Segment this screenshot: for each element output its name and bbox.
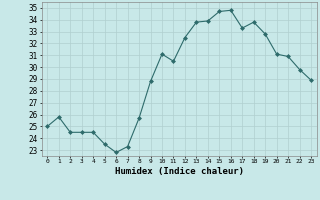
X-axis label: Humidex (Indice chaleur): Humidex (Indice chaleur) (115, 167, 244, 176)
